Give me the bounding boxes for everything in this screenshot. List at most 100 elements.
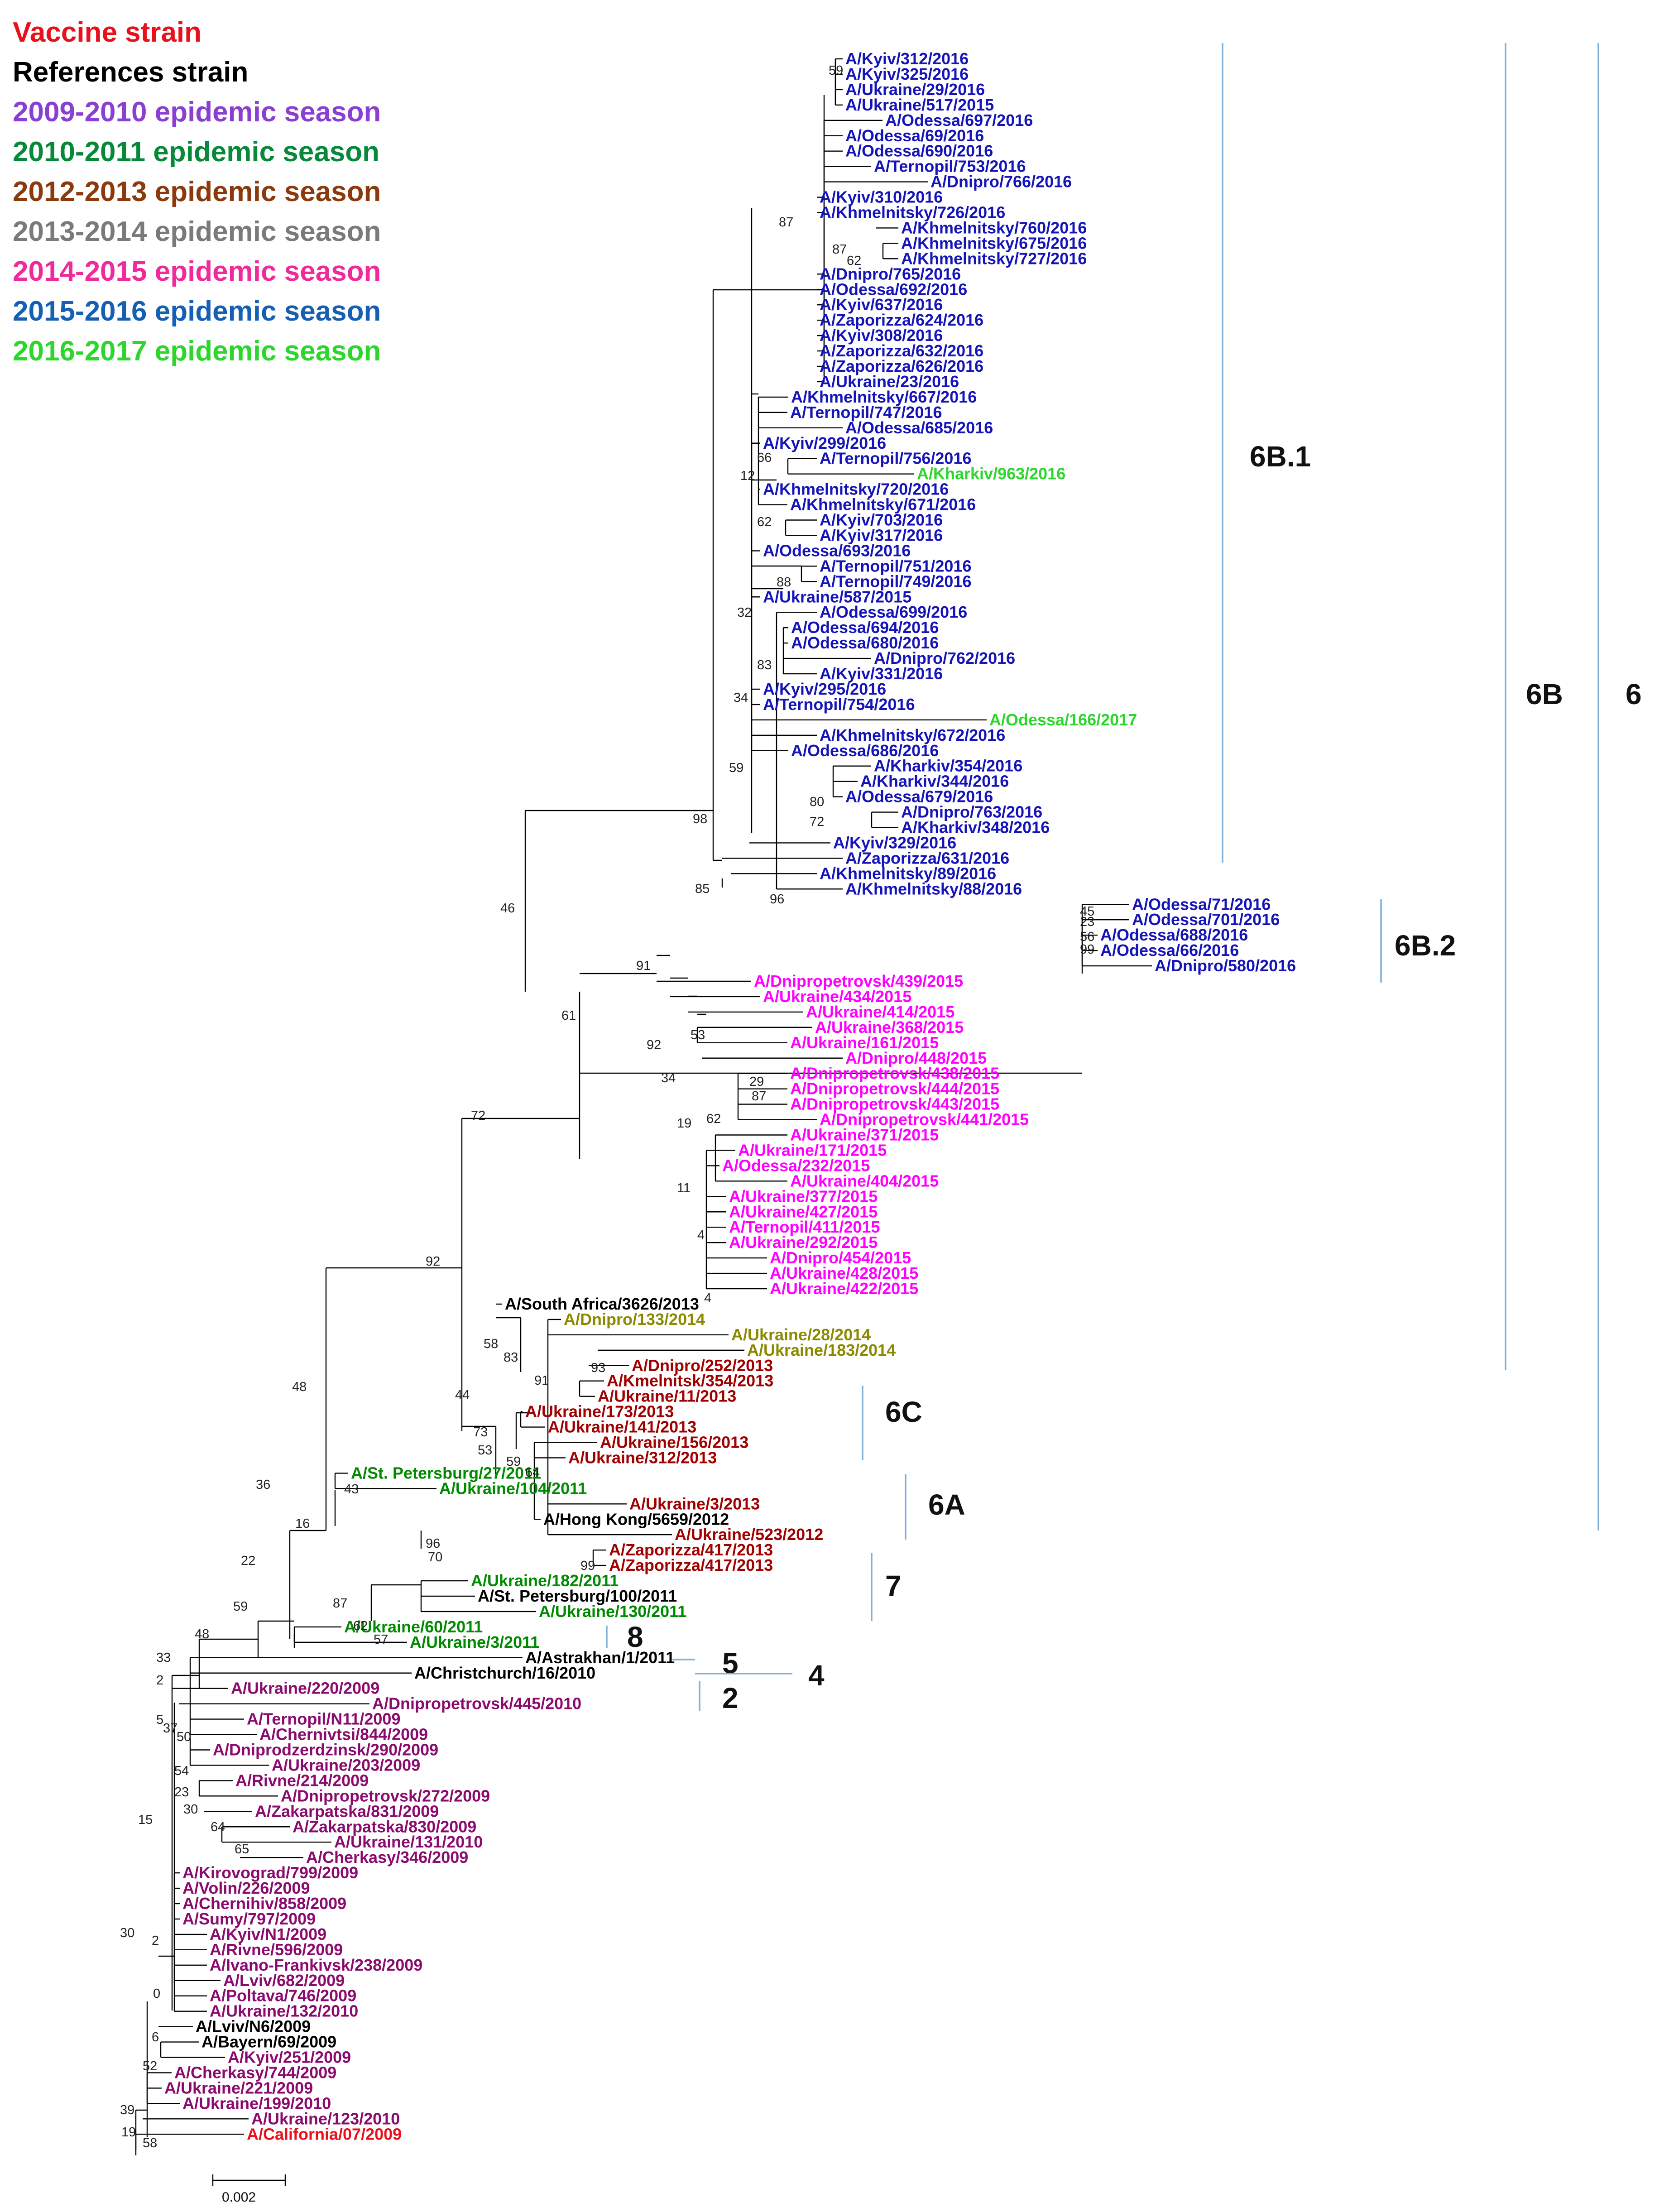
leaf-label: A/Khmelnitsky/727/2016	[901, 249, 1087, 268]
bootstrap-value: 85	[695, 882, 710, 896]
bootstrap-value: 59	[729, 761, 743, 775]
leaf-label: A/Ternopil/754/2016	[763, 695, 915, 714]
leaf-label: A/Odessa/699/2016	[820, 603, 967, 621]
bootstrap-value: 61	[561, 1008, 576, 1023]
leaf-label: A/Ukraine/28/2014	[731, 1325, 871, 1344]
leaf-label: A/Dnipropetrovsk/445/2010	[372, 1694, 581, 1713]
bootstrap-value: 91	[636, 959, 651, 973]
tree-branches	[135, 58, 1152, 2155]
leaf-label: A/Odessa/694/2016	[791, 618, 939, 637]
bootstrap-value: 50	[177, 1730, 191, 1744]
leaf-label: A/Odessa/701/2016	[1132, 910, 1280, 929]
leaf-label: A/Odessa/680/2016	[791, 633, 939, 652]
bootstrap-value: 66	[757, 451, 772, 465]
leaf-label: A/Ukraine/203/2009	[272, 1756, 420, 1774]
leaf-label: A/Kharkiv/344/2016	[860, 772, 1009, 791]
bootstrap-value: 23	[1080, 915, 1094, 929]
leaf-label: A/Dnipro/133/2014	[564, 1310, 705, 1329]
bootstrap-value: 64	[211, 1820, 225, 1834]
bootstrap-value: 92	[647, 1038, 661, 1052]
clade-label: 6B.1	[1250, 440, 1311, 473]
leaf-labels: A/Kyiv/312/2016A/Kyiv/325/2016A/Ukraine/…	[164, 49, 1296, 2143]
bootstrap-value: 23	[174, 1785, 189, 1799]
leaf-label: A/St. Petersburg/27/2011	[351, 1463, 541, 1482]
leaf-label: A/Dnipro/252/2013	[632, 1356, 773, 1375]
leaf-label: A/Ukraine/428/2015	[770, 1264, 918, 1282]
bootstrap-value: 80	[810, 795, 824, 809]
leaf-label: A/Odessa/69/2016	[845, 126, 984, 145]
bootstrap-value: 59	[233, 1599, 248, 1614]
leaf-label: A/Ukraine/3/2013	[629, 1494, 760, 1513]
bootstrap-value: 44	[455, 1388, 470, 1402]
bootstrap-value: 99	[580, 1559, 595, 1573]
leaf-label: A/Odessa/688/2016	[1100, 926, 1248, 944]
leaf-label: A/Ukraine/221/2009	[164, 2078, 313, 2097]
leaf-label: A/Odessa/693/2016	[763, 541, 911, 560]
leaf-label: A/Ternopil/747/2016	[790, 403, 942, 422]
leaf-label: A/Ukraine/517/2015	[845, 96, 994, 114]
leaf-label: A/Khmelnitsky/675/2016	[901, 234, 1087, 252]
leaf-label: A/Kyiv/317/2016	[820, 526, 943, 544]
bootstrap-value: 2	[152, 1934, 159, 1948]
legend-item: Vaccine strain	[13, 17, 202, 48]
bootstrap-value: 96	[426, 1536, 440, 1551]
clade-label: 6B.2	[1395, 929, 1456, 962]
leaf-label: A/Odessa/692/2016	[820, 280, 967, 298]
leaf-label: A/Ukraine/171/2015	[738, 1141, 887, 1159]
leaf-label: A/Odessa/66/2016	[1100, 941, 1239, 960]
leaf-label: A/Ukraine/132/2010	[210, 2002, 358, 2020]
leaf-label: A/Ukraine/523/2012	[675, 1525, 823, 1544]
leaf-label: A/Khmelnitsky/89/2016	[820, 864, 996, 883]
leaf-label: A/Ukraine/161/2015	[790, 1033, 939, 1052]
leaf-label: A/Kharkiv/354/2016	[874, 757, 1022, 775]
bootstrap-value: 92	[426, 1254, 440, 1269]
leaf-label: A/Kyiv/308/2016	[820, 326, 943, 345]
leaf-label: A/Ukraine/182/2011	[471, 1571, 619, 1590]
leaf-label: A/Christchurch/16/2010	[414, 1664, 595, 1682]
legend-item: 2012-2013 epidemic season	[13, 176, 381, 207]
leaf-label: A/Rivne/596/2009	[210, 1940, 343, 1959]
leaf-label: A/Ukraine/23/2016	[820, 372, 959, 391]
leaf-label: A/Ukraine/220/2009	[231, 1679, 379, 1698]
leaf-label: A/Kyiv/637/2016	[820, 295, 943, 314]
legend-item: 2014-2015 epidemic season	[13, 256, 381, 287]
leaf-label: A/Kyiv/295/2016	[763, 680, 886, 698]
bootstrap-value: 62	[757, 515, 772, 529]
bootstrap-value: 48	[292, 1380, 307, 1394]
leaf-label: A/South Africa/3626/2013	[505, 1295, 699, 1313]
leaf-label: A/Odessa/697/2016	[885, 111, 1033, 130]
leaf-label: A/California/07/2009	[247, 2125, 402, 2143]
legend-item: 2010-2011 epidemic season	[13, 136, 379, 168]
leaf-label: A/Ukraine/11/2013	[598, 1387, 736, 1406]
bootstrap-value: 43	[344, 1482, 359, 1497]
leaf-label: A/Dnipro/580/2016	[1155, 956, 1296, 975]
bootstrap-value: 93	[591, 1361, 605, 1375]
leaf-label: A/Ivano-Frankivsk/238/2009	[210, 1956, 422, 1974]
leaf-label: A/Khmelnitsky/88/2016	[845, 879, 1022, 898]
bootstrap-value: 48	[195, 1627, 209, 1641]
leaf-label: A/Khmelnitsky/720/2016	[763, 480, 949, 499]
leaf-label: A/Odessa/166/2017	[989, 710, 1137, 729]
leaf-label: A/Odessa/71/2016	[1132, 895, 1271, 913]
clade-label: 5	[722, 1647, 739, 1679]
bootstrap-value: 72	[810, 815, 824, 829]
clade-label: 4	[808, 1659, 825, 1692]
leaf-label: A/Lviv/N6/2009	[196, 2017, 311, 2036]
leaf-label: A/Ukraine/368/2015	[815, 1018, 964, 1036]
leaf-label: A/Khmelnitsky/671/2016	[790, 495, 976, 514]
leaf-label: A/Khmelnitsky/726/2016	[820, 203, 1005, 222]
leaf-label: A/Ukraine/156/2013	[600, 1433, 748, 1452]
leaf-label: A/Astrakhan/1/2011	[525, 1648, 675, 1667]
legend-item: 2013-2014 epidemic season	[13, 216, 381, 247]
bootstrap-value: 62	[706, 1112, 721, 1126]
leaf-label: A/Dnipropetrovsk/438/2015	[790, 1064, 999, 1083]
leaf-label: A/Ternopil/753/2016	[874, 157, 1026, 176]
leaf-label: A/Ukraine/434/2015	[763, 987, 911, 1006]
legend-item: 2015-2016 epidemic season	[13, 296, 381, 327]
leaf-label: A/Hong Kong/5659/2012	[543, 1510, 729, 1528]
leaf-label: A/Kyiv/312/2016	[845, 49, 969, 68]
leaf-label: A/Khmelnitsky/667/2016	[791, 388, 977, 406]
bootstrap-value: 83	[757, 658, 772, 672]
